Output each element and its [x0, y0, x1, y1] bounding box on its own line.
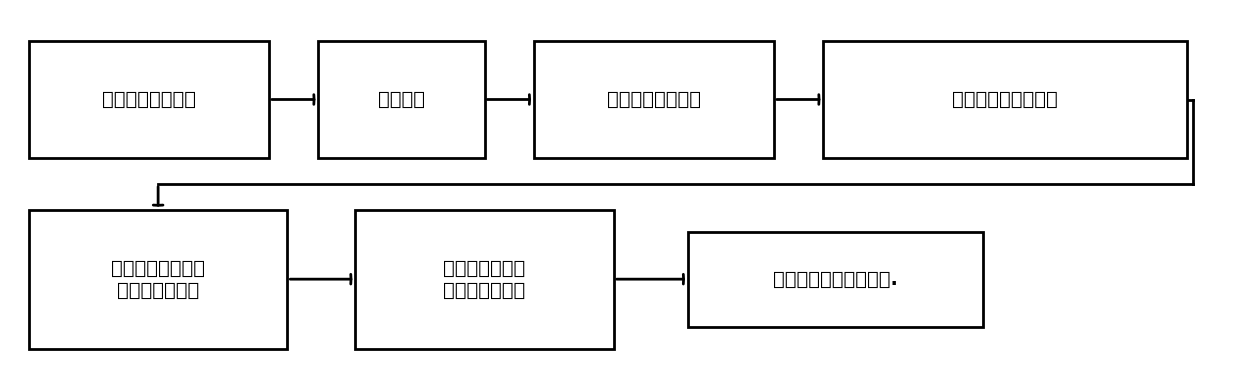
Text: 开挖下半断面硐室: 开挖下半断面硐室: [606, 90, 701, 109]
FancyBboxPatch shape: [319, 41, 485, 158]
FancyBboxPatch shape: [823, 41, 1187, 158]
Text: 完成整个车站土建施工.: 完成整个车站土建施工.: [773, 270, 898, 289]
FancyBboxPatch shape: [29, 210, 288, 349]
FancyBboxPatch shape: [355, 210, 614, 349]
FancyBboxPatch shape: [533, 41, 774, 158]
Text: 浇筑拱盖: 浇筑拱盖: [378, 90, 425, 109]
Text: 侧墙预留拱形中板
和平直中板钢筋: 侧墙预留拱形中板 和平直中板钢筋: [112, 259, 205, 300]
FancyBboxPatch shape: [29, 41, 269, 158]
Text: 开挖上半断面硐室: 开挖上半断面硐室: [102, 90, 196, 109]
Text: 浇筑仰拱、侧墙二衬: 浇筑仰拱、侧墙二衬: [952, 90, 1058, 109]
Text: 一次性浇筑拱形
中板及平直中板: 一次性浇筑拱形 中板及平直中板: [444, 259, 526, 300]
FancyBboxPatch shape: [688, 231, 983, 327]
